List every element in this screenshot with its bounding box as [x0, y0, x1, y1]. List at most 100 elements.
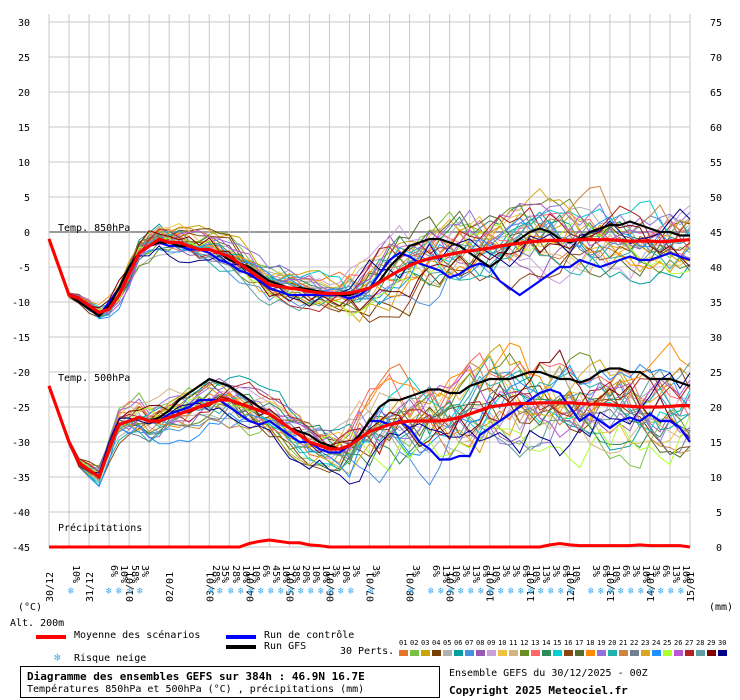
pert-swatch [696, 650, 705, 656]
snow-risk-label: 10% [240, 565, 251, 583]
right-tick: 5 [716, 508, 722, 519]
pert-swatch [608, 650, 617, 656]
pert-swatch [619, 650, 628, 656]
mean-850-line [47, 237, 691, 315]
pert-swatch [476, 650, 485, 656]
member-500-line [48, 352, 691, 467]
pert-swatch [443, 650, 452, 656]
snow-risk-label: 6% [108, 565, 119, 577]
x-tick: 04/01 [245, 572, 256, 602]
legend-gfs: Run GFS [264, 641, 307, 652]
pert-swatch [410, 650, 419, 656]
left-tick: -40 [12, 508, 30, 519]
right-tick: 50 [710, 193, 722, 204]
snowflake-icon: ❄ [268, 586, 275, 597]
left-tick: -5 [18, 263, 30, 274]
member-850-line [48, 206, 691, 313]
left-unit: (°C) [18, 602, 42, 613]
footer-subtitle: Températures 850hPa et 500hPa (°C) , pré… [27, 684, 365, 695]
snow-risk-label: 10% [450, 565, 461, 583]
snowflake-icon: ❄ [648, 586, 655, 597]
x-tick: 13/01 [606, 572, 617, 602]
snowflake-icon: ❄ [508, 586, 515, 597]
pert-number: 25 [663, 639, 672, 647]
pert-number: 15 [553, 639, 562, 647]
pert-swatch [520, 650, 529, 656]
member-850-line [48, 218, 691, 318]
footer-box: Diagramme des ensembles GEFS sur 384h : … [20, 666, 440, 698]
pert-number: 17 [575, 639, 584, 647]
right-tick: 25 [710, 368, 722, 379]
left-tick: 5 [24, 193, 30, 204]
member-500-line [48, 349, 691, 477]
precip-label: Précipitations [58, 522, 142, 534]
snow-risk-label: 13% [670, 565, 681, 583]
snow-risk-label: 13% [440, 565, 451, 583]
snowflake-icon: ❄ [638, 586, 645, 597]
pert-swatch [454, 650, 463, 656]
right-unit: (mm) [709, 602, 733, 613]
left-tick: 15 [18, 123, 30, 134]
pert-swatch [553, 650, 562, 656]
snow-risk-label: 10% [640, 565, 651, 583]
snow-risk-label: 3% [460, 565, 471, 577]
x-tick: 30/12 [45, 572, 56, 602]
mean-swatch [36, 635, 66, 639]
member-500-line [48, 385, 691, 475]
left-tick: 30 [18, 18, 30, 29]
snowflake-icon: ❄ [608, 586, 615, 597]
snow-risk-label: 6% [430, 565, 441, 577]
snowflake-icon: ❄ [308, 586, 315, 597]
snow-risk-label: 10% [310, 565, 321, 583]
pert-number: 09 [487, 639, 496, 647]
x-tick: 07/01 [366, 572, 377, 602]
snow-risk-label: 3% [500, 565, 511, 577]
snowflake-icon: ❄ [217, 586, 224, 597]
footer-title: Diagramme des ensembles GEFS sur 384h : … [27, 670, 365, 683]
snowflake-icon: ❄ [348, 586, 355, 597]
member-850-line [48, 197, 691, 318]
snowflake-icon: ❄ [328, 586, 335, 597]
snow-risk-label: 58% [129, 565, 140, 583]
snowflake-icon: ❄ [448, 586, 455, 597]
snowflake-icon: ❄ [668, 586, 675, 597]
snowflake-icon: ❄ [68, 586, 75, 597]
member-850-line [48, 202, 691, 315]
snow-risk-label: 10% [340, 565, 351, 583]
legend-control: Run de contrôle [264, 630, 355, 641]
t500-label: Temp. 500hPa [58, 373, 130, 384]
x-tick: 06/01 [325, 572, 336, 602]
snow-risk-label: 3% [630, 565, 641, 577]
pert-swatch [718, 650, 727, 656]
member-500-line [48, 354, 691, 480]
snow-risk-label: 3% [330, 565, 341, 577]
pert-number: 08 [476, 639, 485, 647]
right-tick: 65 [710, 88, 722, 99]
x-tick: 12/01 [566, 572, 577, 602]
gfs-swatch [226, 645, 256, 649]
right-tick: 45 [710, 228, 722, 239]
snowflake-icon: ❄ [208, 586, 215, 597]
pert-number: 19 [597, 639, 606, 647]
snowflake-icon: ❄ [318, 586, 325, 597]
x-tick: 31/12 [85, 572, 96, 602]
snowflake-icon: ❄ [558, 586, 565, 597]
pert-number: 21 [619, 639, 628, 647]
snowflake-icon: ❄ [278, 586, 285, 597]
pert-number: 27 [685, 639, 694, 647]
pert-swatch [674, 650, 683, 656]
member-850-line [48, 187, 691, 323]
snow-risk-label: 3% [139, 565, 150, 577]
snow-risk-label: 38% [290, 565, 301, 583]
member-500-line [48, 385, 691, 476]
x-tick: 03/01 [205, 572, 216, 602]
left-tick: -25 [12, 403, 30, 414]
member-850-line [48, 205, 691, 310]
snowflake-icon: ❄ [618, 586, 625, 597]
snowflake-icon: ❄ [458, 586, 465, 597]
gfs-500-line [47, 367, 691, 479]
snow-risk-label: 3% [590, 565, 601, 577]
left-tick: -45 [12, 543, 30, 554]
snow-risk-label: 3% [650, 565, 661, 577]
right-tick: 40 [710, 263, 722, 274]
